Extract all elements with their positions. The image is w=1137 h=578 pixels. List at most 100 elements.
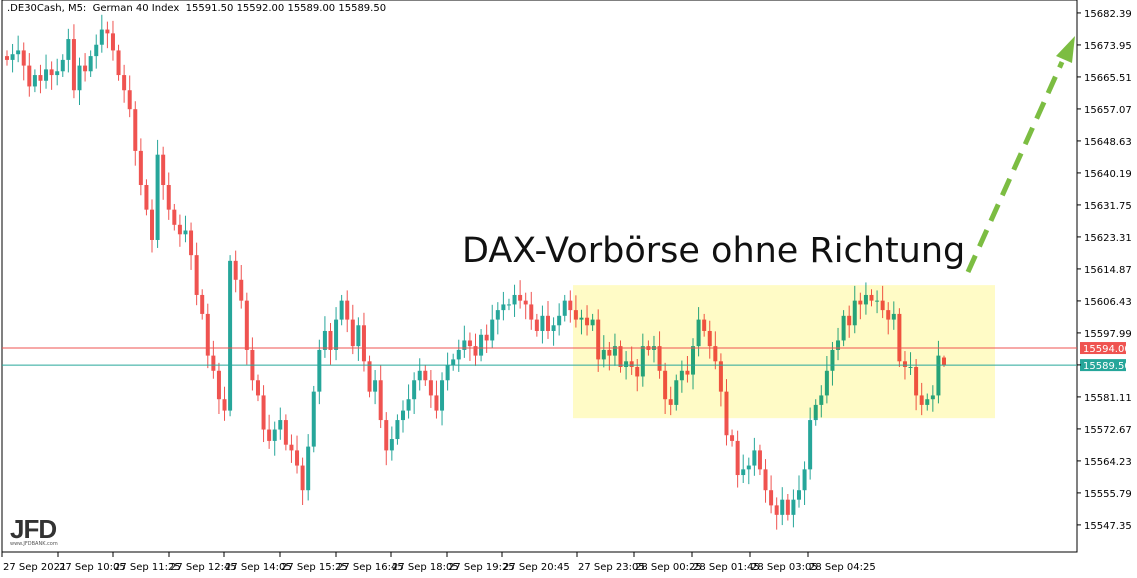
symbol-label: .DE30Cash, M5: bbox=[7, 3, 87, 14]
candle-up bbox=[55, 71, 60, 76]
y-tick-label: 15564.23 bbox=[1084, 457, 1132, 468]
candle-up bbox=[451, 359, 456, 366]
candle-up bbox=[395, 420, 400, 440]
candle-up bbox=[540, 315, 545, 331]
candle-down bbox=[473, 346, 478, 356]
candle-up bbox=[278, 420, 283, 430]
candle-down bbox=[211, 355, 216, 371]
candle-down bbox=[239, 279, 244, 301]
candle-down bbox=[138, 150, 143, 186]
candle-down bbox=[255, 380, 260, 396]
x-tick-label: 27 Sep 20:45 bbox=[503, 562, 570, 573]
candle-up bbox=[155, 154, 160, 240]
candle-up bbox=[512, 294, 517, 305]
x-tick-label: 27 Sep 16:45 bbox=[337, 562, 404, 573]
x-tick-label: 27 Sep 18:05 bbox=[392, 562, 459, 573]
candle-down bbox=[757, 450, 762, 470]
candle-up bbox=[445, 365, 450, 381]
x-tick-label: 28 Sep 04:25 bbox=[809, 562, 876, 573]
price-tag-bg bbox=[1080, 359, 1126, 372]
candle-down bbox=[133, 109, 138, 151]
candle-up bbox=[228, 260, 233, 411]
x-tick-label: 27 Sep 12:45 bbox=[170, 562, 237, 573]
candle-up bbox=[99, 29, 104, 45]
candle-up bbox=[373, 380, 378, 392]
candle-down bbox=[116, 50, 121, 76]
candle-down bbox=[484, 334, 489, 341]
candle-down bbox=[283, 420, 288, 445]
candle-up bbox=[77, 65, 82, 91]
candle-down bbox=[289, 444, 294, 451]
candle-down bbox=[523, 300, 528, 305]
candle-down bbox=[730, 435, 735, 441]
candle-up bbox=[802, 469, 807, 491]
x-tick-label: 27 Sep 19:25 bbox=[448, 562, 515, 573]
candle-down bbox=[127, 90, 132, 110]
candle-up bbox=[339, 300, 344, 320]
dashed-arrow-line bbox=[965, 60, 1065, 274]
candle-down bbox=[222, 399, 227, 411]
candle-up bbox=[562, 300, 567, 316]
y-tick-label: 15657.07 bbox=[1084, 105, 1132, 116]
candle-up bbox=[356, 325, 361, 347]
candle-up bbox=[796, 490, 801, 500]
y-tick-label: 15640.19 bbox=[1084, 169, 1132, 180]
candle-down bbox=[735, 440, 740, 476]
y-tick-label: 15623.31 bbox=[1084, 233, 1132, 244]
candle-up bbox=[334, 319, 339, 350]
candle-up bbox=[88, 56, 93, 72]
candle-up bbox=[10, 54, 15, 60]
y-tick-label: 15648.63 bbox=[1084, 137, 1132, 148]
candle-up bbox=[317, 349, 322, 392]
candle-down bbox=[367, 361, 372, 392]
x-tick-label: 28 Sep 03:05 bbox=[751, 562, 818, 573]
candle-up bbox=[417, 370, 422, 381]
candle-down bbox=[328, 330, 333, 350]
candle-down bbox=[71, 39, 76, 91]
candle-down bbox=[105, 29, 110, 34]
range-box bbox=[573, 285, 995, 419]
candle-down bbox=[534, 319, 539, 331]
logo-text: JFD bbox=[10, 514, 57, 544]
candle-up bbox=[479, 334, 484, 356]
y-tick-label: 15665.51 bbox=[1084, 73, 1132, 84]
x-tick-label: 27 Sep 14:05 bbox=[225, 562, 292, 573]
candle-up bbox=[752, 450, 757, 466]
x-tick-label: 28 Sep 01:45 bbox=[693, 562, 760, 573]
candle-down bbox=[194, 255, 199, 295]
candle-up bbox=[490, 319, 495, 341]
candle-down bbox=[267, 429, 272, 441]
candle-up bbox=[746, 465, 751, 470]
y-tick-label: 15597.99 bbox=[1084, 329, 1132, 340]
candle-down bbox=[172, 209, 177, 225]
candle-up bbox=[322, 330, 327, 350]
candle-down bbox=[785, 499, 790, 515]
candle-down bbox=[166, 185, 171, 210]
candle-up bbox=[462, 340, 467, 350]
candle-down bbox=[529, 304, 534, 320]
price-tag-label: 15594.00 bbox=[1083, 344, 1131, 355]
y-tick-label: 15555.79 bbox=[1084, 489, 1132, 500]
candle-down bbox=[177, 224, 182, 235]
x-tick-label: 28 Sep 00:25 bbox=[635, 562, 702, 573]
candle-up bbox=[791, 499, 796, 515]
candle-up bbox=[94, 44, 99, 57]
candle-up bbox=[183, 230, 188, 235]
y-tick-label: 15572.67 bbox=[1084, 425, 1132, 436]
plot-frame bbox=[1, 0, 1078, 553]
candle-up bbox=[557, 315, 562, 326]
y-tick-label: 15606.43 bbox=[1084, 297, 1132, 308]
y-tick-label: 15581.11 bbox=[1084, 393, 1132, 404]
candle-up bbox=[66, 39, 71, 60]
candle-down bbox=[189, 230, 194, 256]
candle-down bbox=[428, 380, 433, 396]
candle-down bbox=[161, 154, 166, 186]
y-tick-label: 15673.95 bbox=[1084, 41, 1132, 52]
chart-header: .DE30Cash, M5: German 40 Index 15591.50 … bbox=[7, 3, 386, 14]
jfd-logo: JFD www.JFDBANK.com bbox=[10, 514, 58, 547]
x-tick-label: 27 Sep 2021 bbox=[3, 562, 66, 573]
arrow-head-icon bbox=[1056, 36, 1075, 63]
ohlc-readout: 15591.50 15592.00 15589.00 15589.50 bbox=[185, 3, 387, 14]
price-tag-label: 15589.50 bbox=[1083, 361, 1131, 372]
candle-up bbox=[506, 304, 511, 306]
